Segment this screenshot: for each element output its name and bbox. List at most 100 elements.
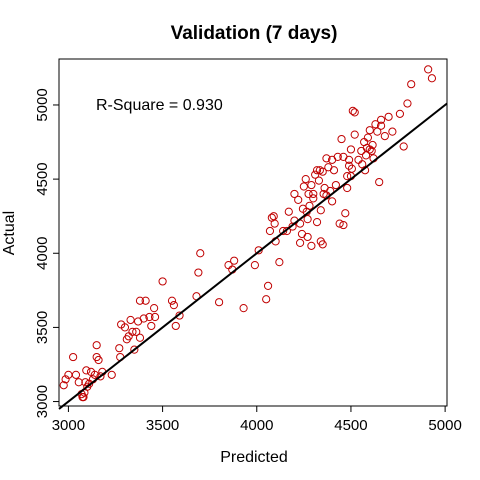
data-point	[346, 145, 356, 154]
data-point	[424, 65, 433, 74]
data-point	[312, 166, 322, 175]
data-point	[371, 120, 380, 129]
data-point	[107, 370, 116, 379]
data-point	[290, 189, 299, 199]
data-point	[309, 189, 318, 199]
data-point	[328, 197, 337, 206]
data-point	[171, 321, 180, 331]
data-point	[79, 393, 88, 402]
data-point	[295, 238, 305, 247]
data-point	[214, 298, 224, 307]
data-point	[365, 145, 374, 154]
data-point	[92, 341, 101, 350]
data-point	[90, 370, 99, 379]
data-point	[341, 209, 350, 218]
data-point	[265, 226, 275, 236]
data-point	[395, 109, 405, 118]
r-square-annotation: R-Square = 0.930	[96, 97, 223, 114]
data-point	[69, 352, 78, 362]
data-point	[368, 140, 377, 150]
x-tick-label: 5000	[428, 417, 461, 434]
data-point	[175, 311, 184, 320]
x-tick-label: 4500	[334, 417, 367, 434]
data-point	[399, 142, 408, 151]
data-point	[311, 170, 320, 179]
data-point	[194, 268, 203, 277]
data-point	[329, 166, 339, 175]
y-axis-label: Actual	[1, 211, 18, 255]
data-point	[337, 134, 346, 144]
data-point	[262, 295, 271, 304]
data-point	[375, 177, 384, 187]
data-point	[343, 172, 352, 181]
data-point	[344, 161, 354, 170]
chart-title: Validation (7 days)	[171, 23, 338, 44]
y-tick-label: 5000	[34, 88, 51, 121]
data-point	[115, 344, 124, 353]
data-point	[284, 207, 293, 216]
data-point	[139, 314, 148, 323]
data-point	[367, 146, 376, 156]
data-point	[339, 220, 348, 230]
x-tick-label: 4000	[240, 417, 273, 434]
data-point	[126, 315, 135, 325]
data-point	[307, 241, 316, 250]
data-point	[82, 366, 91, 375]
data-point	[365, 126, 374, 135]
regression-line	[58, 102, 448, 410]
data-point	[331, 180, 340, 190]
data-point	[269, 212, 278, 221]
y-tick-label: 3500	[34, 311, 51, 344]
data-point	[314, 176, 324, 185]
data-point	[254, 246, 263, 255]
data-point	[335, 219, 344, 228]
data-points	[59, 65, 437, 402]
data-point	[128, 327, 137, 336]
data-point	[388, 127, 397, 136]
data-point	[230, 256, 239, 265]
data-point	[316, 206, 325, 215]
data-point	[120, 323, 130, 332]
data-point	[301, 175, 310, 184]
data-point	[145, 312, 154, 322]
data-point	[61, 375, 70, 384]
data-point	[147, 321, 156, 331]
data-point	[59, 381, 68, 390]
data-point	[250, 261, 259, 270]
data-point	[350, 130, 359, 139]
y-tick-label: 4000	[34, 237, 51, 270]
data-point	[407, 80, 416, 89]
data-point	[403, 99, 412, 108]
data-point	[141, 296, 150, 305]
data-point	[169, 301, 178, 310]
data-point	[373, 127, 382, 136]
data-point	[158, 277, 167, 286]
data-point	[427, 74, 437, 83]
x-axis: 3000 3500 4000 4500 5000	[52, 405, 462, 434]
data-point	[344, 155, 354, 164]
data-point	[354, 155, 363, 164]
data-point	[263, 281, 273, 290]
data-point	[81, 378, 90, 387]
data-point	[322, 154, 331, 163]
data-point	[167, 296, 177, 305]
data-point	[312, 218, 322, 227]
data-point	[348, 106, 357, 116]
data-point	[304, 189, 313, 199]
data-point	[380, 132, 389, 141]
x-tick-label: 3500	[146, 417, 179, 434]
data-point	[239, 304, 248, 313]
data-point	[350, 108, 359, 117]
data-point	[363, 133, 372, 142]
data-point	[132, 327, 141, 336]
data-point	[303, 215, 312, 224]
data-point	[282, 226, 292, 236]
x-axis-label: Predicted	[220, 449, 288, 466]
data-point	[333, 152, 342, 161]
data-point	[71, 370, 81, 379]
data-point	[376, 115, 386, 124]
data-point	[318, 167, 327, 176]
data-point	[196, 249, 205, 258]
data-point	[307, 180, 316, 190]
